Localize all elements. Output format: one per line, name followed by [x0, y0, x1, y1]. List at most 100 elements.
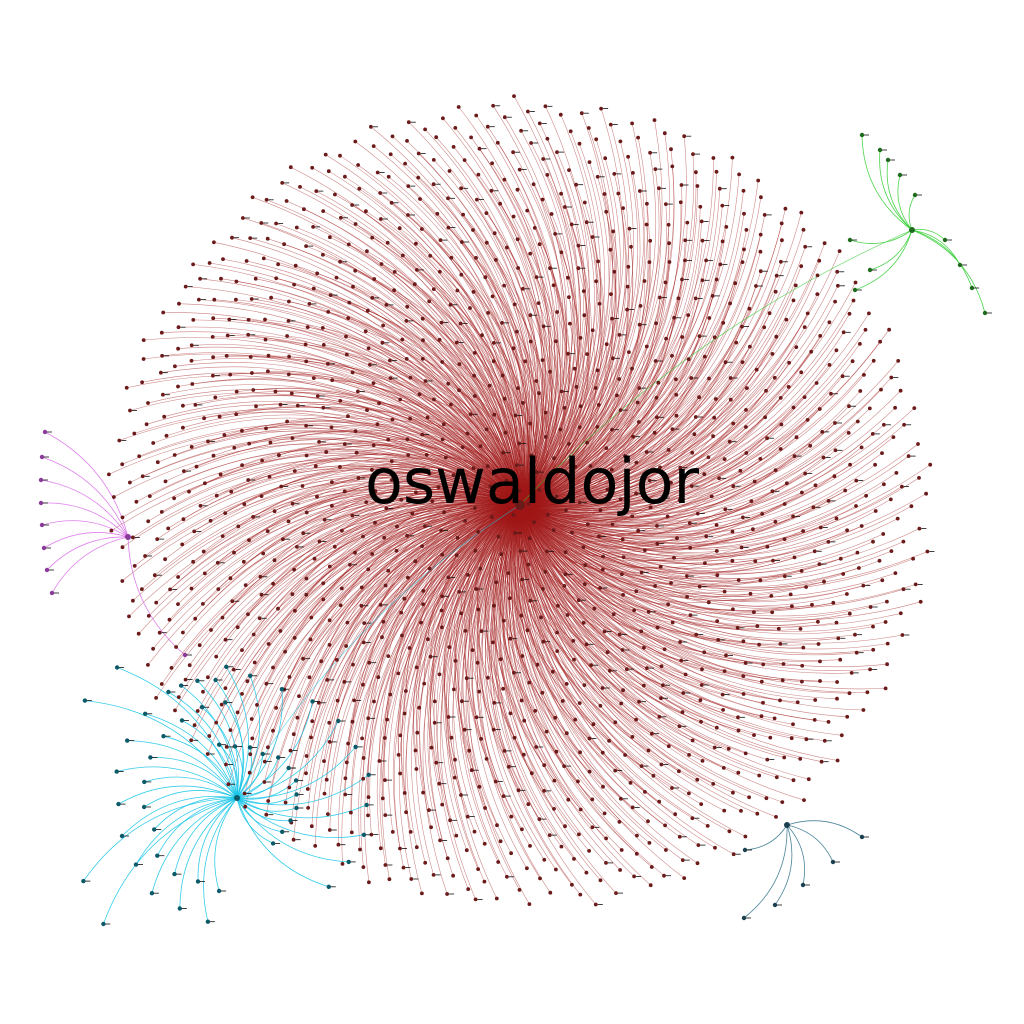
leaf-node — [342, 489, 347, 494]
leaf-node — [735, 626, 740, 630]
main-edge — [246, 260, 521, 506]
leaf-node — [457, 362, 462, 366]
leaf-node — [193, 403, 198, 407]
leaf-node — [661, 683, 665, 688]
main-edge — [128, 491, 521, 617]
leaf-node — [447, 645, 452, 649]
leaf-node — [528, 844, 532, 848]
leaf-node — [758, 269, 763, 274]
leaf-node — [398, 846, 402, 851]
leaf-node — [528, 339, 533, 344]
main-edge — [519, 193, 587, 506]
leaf-node — [721, 708, 725, 712]
leaf-node — [764, 388, 768, 393]
leaf-node — [579, 111, 584, 116]
leaf-node — [663, 280, 668, 285]
leaf-node — [323, 152, 328, 157]
leaf-node — [484, 757, 489, 761]
leaf-node — [714, 523, 719, 527]
leaf-node — [255, 703, 259, 707]
leaf-node — [871, 539, 875, 544]
main-edge — [519, 389, 882, 515]
main-cluster-edges — [108, 95, 931, 905]
leaf-node — [490, 640, 495, 645]
main-edge — [519, 154, 694, 506]
leaf-node — [168, 587, 173, 592]
main-edge — [470, 137, 551, 506]
leaf-node — [154, 696, 159, 700]
leaf-node — [818, 525, 823, 530]
main-edge — [519, 157, 714, 506]
main-edge — [442, 118, 543, 506]
leaf-node — [711, 434, 715, 439]
leaf-node — [706, 600, 711, 605]
leaf-node — [476, 172, 481, 177]
leaf-node — [362, 621, 367, 625]
main-edge — [519, 504, 739, 773]
leaf-node — [189, 738, 194, 743]
leaf-node — [313, 464, 318, 469]
cyan-leaf-node — [286, 765, 291, 771]
leaf-node — [780, 678, 785, 683]
leaf-node — [343, 174, 347, 179]
leaf-node — [495, 823, 499, 828]
cyan-leaf-node — [336, 718, 341, 724]
leaf-node — [302, 207, 306, 212]
leaf-node — [136, 631, 141, 636]
main-edge — [244, 504, 521, 807]
leaf-node — [592, 606, 597, 611]
main-edge — [113, 443, 521, 506]
cyan-leaf-node — [260, 751, 265, 757]
leaf-node — [320, 326, 325, 330]
main-edge — [178, 346, 521, 506]
leaf-node — [712, 415, 717, 420]
leaf-node — [262, 780, 267, 784]
leaf-node — [207, 734, 212, 738]
leaf-node — [533, 709, 538, 713]
cyan-leaf-node — [152, 827, 157, 832]
leaf-node — [292, 282, 296, 287]
leaf-node — [361, 534, 365, 539]
leaf-node — [838, 657, 843, 662]
leaf-node — [889, 549, 894, 553]
leaf-node — [271, 728, 275, 733]
leaf-node — [207, 261, 212, 265]
leaf-node — [619, 796, 623, 801]
leaf-node — [693, 415, 698, 419]
leaf-node — [846, 431, 851, 435]
leaf-node — [617, 333, 622, 337]
main-edge — [519, 151, 590, 506]
leaf-node — [504, 478, 509, 483]
leaf-node — [502, 749, 507, 753]
leaf-node — [650, 731, 654, 736]
leaf-node — [490, 161, 494, 166]
leaf-node — [566, 351, 570, 356]
main-edge — [405, 504, 521, 894]
leaf-node — [316, 700, 321, 705]
main-edge — [519, 243, 825, 506]
leaf-node — [880, 578, 885, 583]
leaf-node — [862, 373, 866, 377]
leaf-node — [427, 566, 432, 571]
teal-leaf-node — [859, 834, 865, 840]
leaf-node — [737, 172, 741, 177]
leaf-node — [603, 156, 608, 161]
leaf-node — [492, 412, 497, 417]
cyan-edge — [236, 797, 364, 838]
main-edge — [194, 504, 521, 726]
leaf-node — [422, 681, 427, 686]
leaf-node — [388, 358, 392, 363]
main-edge — [204, 488, 521, 574]
green-leaf-node — [852, 287, 858, 293]
leaf-node — [570, 530, 574, 535]
leaf-node — [382, 736, 387, 740]
leaf-node — [758, 457, 763, 461]
main-edge — [263, 258, 521, 506]
leaf-node — [743, 661, 748, 665]
main-edge — [519, 172, 697, 506]
leaf-node — [555, 630, 559, 635]
leaf-node — [736, 578, 741, 582]
leaf-node — [795, 700, 800, 705]
leaf-node — [134, 499, 139, 504]
leaf-node — [482, 841, 487, 846]
